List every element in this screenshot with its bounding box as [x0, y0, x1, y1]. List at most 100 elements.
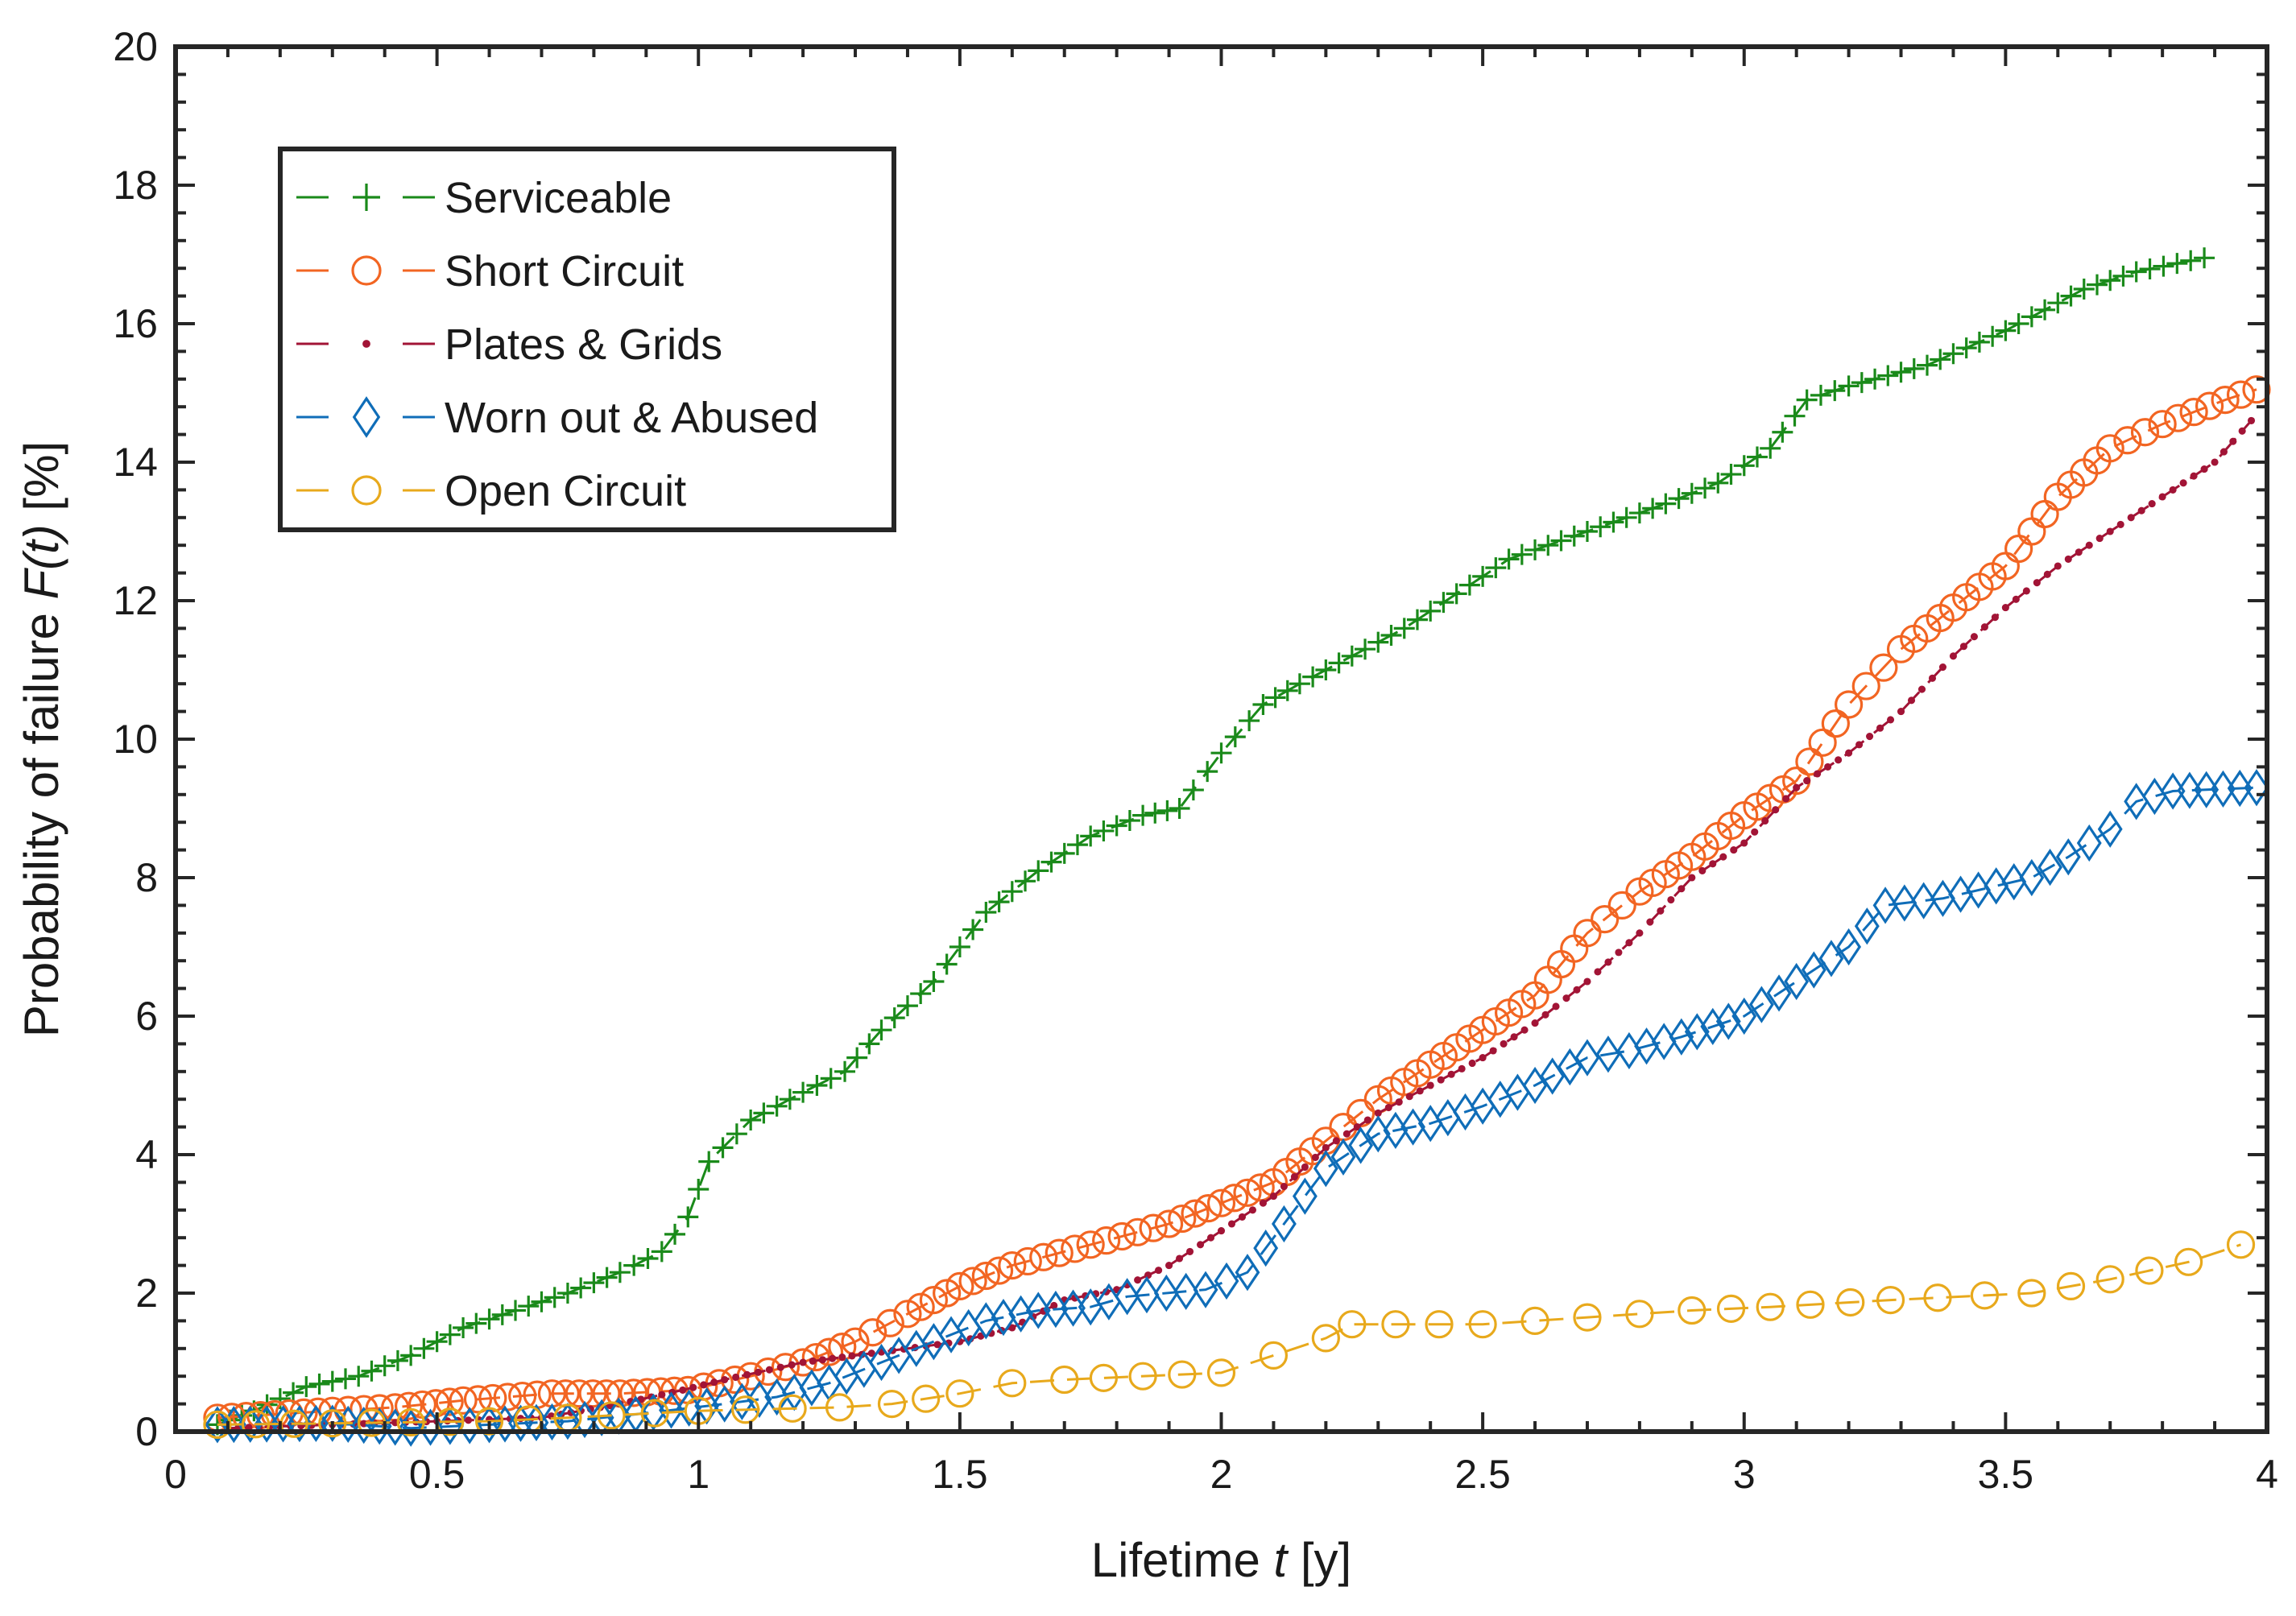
y-tick-label: 12	[113, 578, 158, 623]
series-marker	[583, 1272, 605, 1294]
legend-label: Worn out & Abused	[445, 394, 818, 442]
series-marker	[478, 1383, 507, 1413]
series-marker	[896, 995, 918, 1017]
data-point	[2073, 279, 2095, 300]
series-marker	[1437, 1076, 1445, 1084]
series-marker	[1001, 881, 1023, 903]
data-point	[1616, 1031, 1642, 1070]
data-point	[1479, 1054, 1487, 1062]
data-point	[449, 1386, 478, 1415]
series-marker	[1719, 853, 1727, 861]
series-marker	[2116, 520, 2124, 528]
data-point	[1845, 749, 1853, 757]
data-point	[1446, 583, 1467, 605]
legend-marker	[352, 396, 381, 438]
series-marker	[1134, 1276, 1142, 1284]
series-marker	[221, 1406, 246, 1444]
series-marker	[1510, 1033, 1518, 1041]
series-marker	[1134, 1276, 1160, 1314]
series-marker	[1380, 625, 1402, 646]
series-marker	[1730, 846, 1738, 854]
series-marker	[1353, 1123, 1361, 1131]
series-marker	[426, 1331, 448, 1353]
legend-marker	[362, 340, 370, 348]
axes: 0 0.5 1 1.5 2 2.5 3 3.5 4 0 2 4 6 8 10 12 14 16 18 20 Lifeti…	[14, 24, 2278, 1587]
legend-entry: Open Circuit	[296, 467, 686, 515]
legend-label: Short Circuit	[445, 247, 684, 296]
data-point	[2158, 493, 2166, 501]
series-marker	[988, 891, 1010, 913]
series-marker	[1447, 1070, 1455, 1078]
series-marker	[308, 1373, 330, 1395]
series-marker	[1061, 1289, 1086, 1327]
data-point	[2211, 386, 2240, 415]
series-marker	[1043, 1290, 1069, 1329]
series-marker	[1970, 1281, 2000, 1310]
series-marker	[1185, 1247, 1194, 1255]
series-marker	[1615, 949, 1623, 957]
series-marker	[867, 1349, 875, 1358]
data-point	[2095, 434, 2124, 463]
series-marker	[254, 1405, 279, 1443]
series-marker	[1093, 820, 1115, 841]
series-marker	[664, 1223, 686, 1245]
series-marker	[1720, 464, 1742, 486]
series-marker	[1938, 663, 1947, 672]
series-marker	[491, 1304, 513, 1325]
series-marker	[848, 1352, 856, 1360]
data-point	[1289, 673, 1310, 695]
series-marker	[1678, 885, 1686, 893]
y-tick-label: 10	[113, 717, 158, 762]
series-marker	[2141, 777, 2167, 816]
data-point	[1573, 919, 1602, 948]
series-marker	[1982, 325, 2004, 347]
series-marker	[838, 1354, 846, 1362]
x-tick-label: 2	[1210, 1452, 1233, 1497]
series-marker	[1803, 777, 1811, 785]
legend-label: Plates & Grids	[445, 320, 722, 369]
series-marker	[2113, 426, 2142, 455]
series-marker	[1238, 1213, 1247, 1221]
data-point	[348, 1366, 370, 1387]
series-marker	[1667, 895, 1675, 904]
data-point	[1269, 1192, 1277, 1201]
series-marker	[731, 1395, 760, 1424]
data-point	[1793, 783, 1801, 791]
series-marker	[971, 1261, 1000, 1291]
series-marker	[1128, 1362, 1157, 1391]
series-marker	[1050, 1301, 1058, 1310]
series-marker	[1092, 1226, 1121, 1255]
data-point	[296, 1376, 317, 1398]
series-marker	[1489, 1047, 1497, 1055]
series-marker	[1814, 770, 1822, 778]
series-marker	[1472, 565, 1494, 587]
series-marker	[1709, 860, 1717, 868]
series-marker	[1651, 1023, 1677, 1060]
series-marker	[658, 1391, 666, 1399]
series-marker	[596, 1267, 618, 1288]
series-marker	[2194, 771, 2219, 808]
series-marker	[2021, 306, 2042, 328]
series-marker	[1970, 633, 1978, 641]
data-point	[1838, 375, 1860, 397]
data-point	[1583, 977, 1591, 986]
series-marker	[829, 1354, 837, 1362]
data-point	[721, 1375, 729, 1384]
series-marker	[570, 1277, 592, 1299]
series-marker	[2085, 541, 2093, 549]
data-point	[474, 1407, 504, 1436]
legend-entry: Short Circuit	[296, 247, 684, 296]
legend-label: Serviceable	[445, 174, 672, 222]
data-point	[2125, 261, 2147, 283]
series-marker	[1886, 716, 1895, 724]
data-point	[1531, 1019, 1539, 1027]
series-marker	[2169, 486, 2177, 494]
series-marker	[818, 1356, 826, 1364]
y-tick-label: 6	[135, 994, 158, 1039]
data-point	[1688, 874, 1696, 882]
data-point	[799, 1358, 807, 1366]
series-marker	[1907, 696, 1916, 705]
legend-entry: Plates & Grids	[296, 320, 722, 369]
series-marker	[2164, 403, 2193, 432]
